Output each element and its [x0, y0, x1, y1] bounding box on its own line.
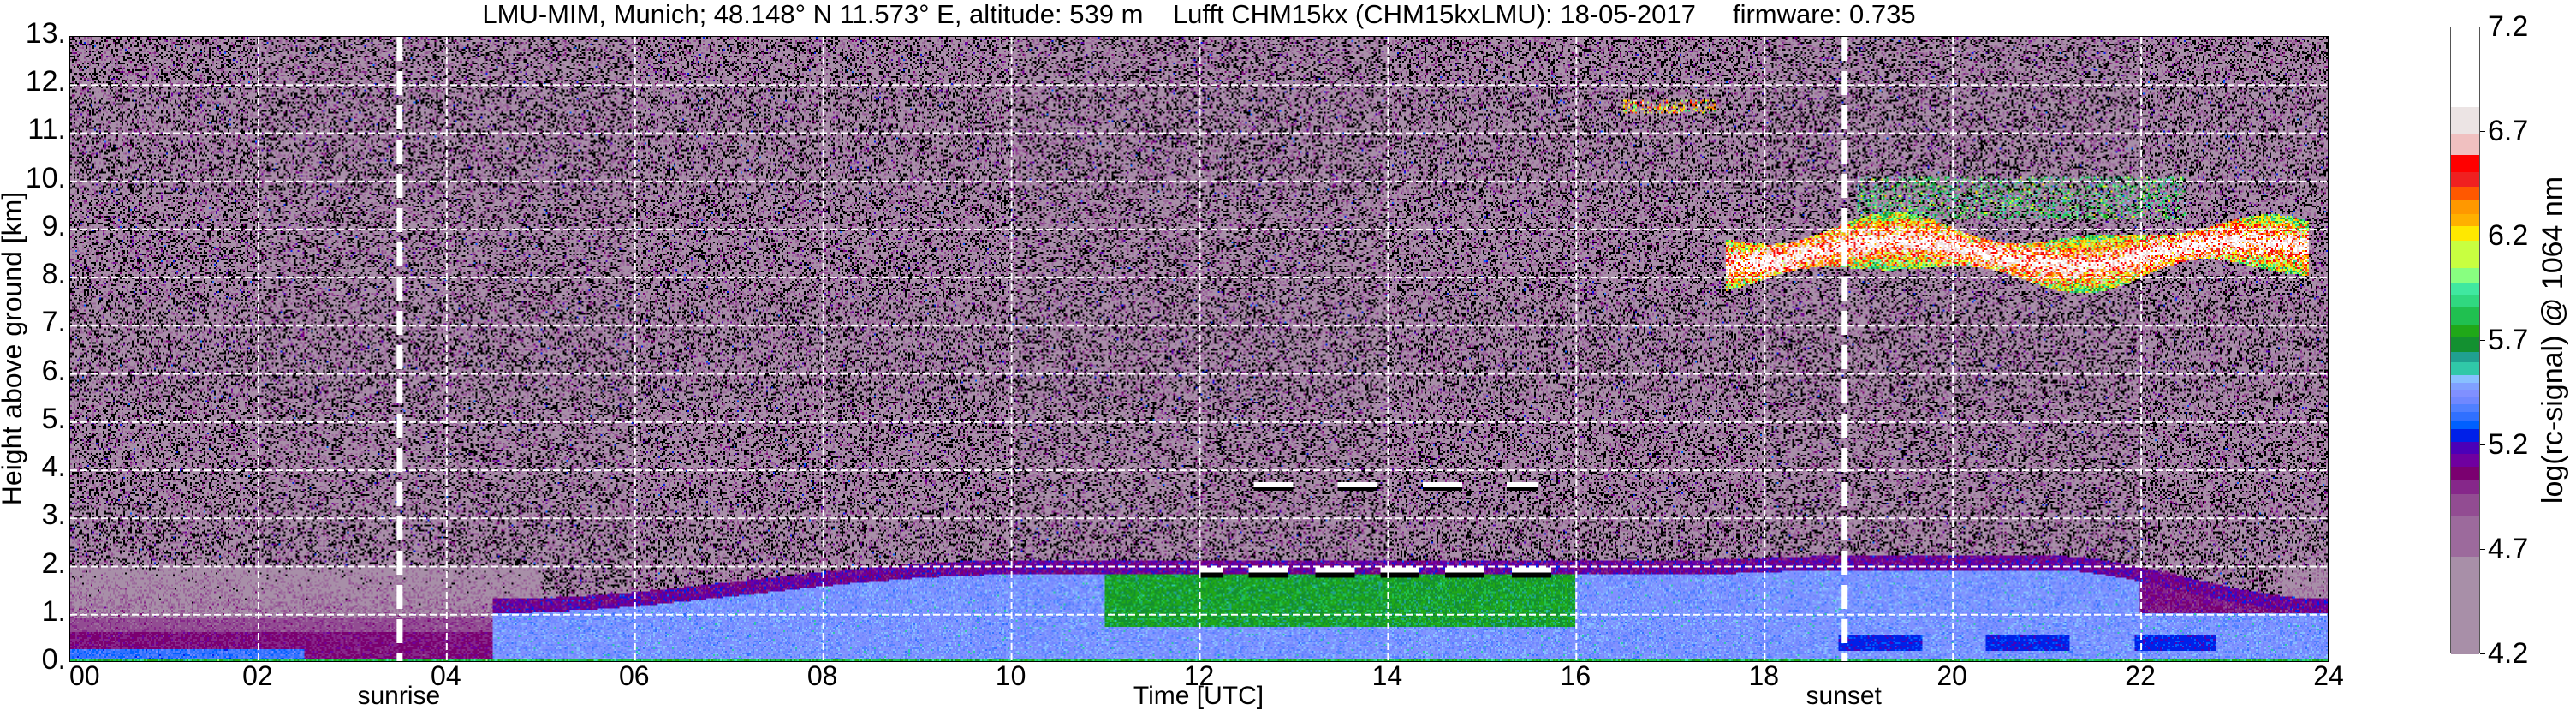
colorbar-segment: [2451, 171, 2479, 187]
grid-overlay: [70, 37, 2328, 661]
colorbar-segment: [2451, 397, 2479, 404]
colorbar-segment: [2451, 307, 2479, 325]
y-tick-label: 11.: [27, 113, 66, 146]
x-tick-label: 00: [69, 660, 100, 691]
y-tick-label: 12.: [25, 65, 66, 98]
colorbar-tick-label: 5.7: [2488, 324, 2529, 356]
colorbar-segment: [2451, 27, 2479, 108]
x-tick-label: 20: [1936, 660, 1967, 691]
colorbar-segment: [2451, 411, 2479, 421]
colorbar-tick-label: 4.2: [2488, 637, 2529, 670]
y-tick-label: 10.: [25, 161, 66, 194]
colorbar-segment: [2451, 213, 2479, 227]
x-tick-label: 16: [1560, 660, 1591, 691]
colorbar-segment: [2451, 374, 2479, 384]
colorbar-segment: [2451, 351, 2479, 362]
colorbar-segment: [2451, 324, 2479, 337]
x-tick-label: 08: [806, 660, 838, 691]
colorbar-segment: [2451, 403, 2479, 413]
x-tick-label: 14: [1371, 660, 1403, 691]
colorbar-segment: [2451, 337, 2479, 352]
y-axis-label: Height above ground [km]: [0, 191, 27, 506]
sunrise-label: sunrise: [357, 682, 441, 710]
colorbar-tick: [2480, 653, 2485, 654]
colorbar-segment: [2451, 186, 2479, 200]
colorbar-segment: [2451, 225, 2479, 242]
chart-title: LMU-MIM, Munich; 48.148° N 11.573° E, al…: [482, 0, 1916, 29]
colorbar-segment: [2451, 453, 2479, 467]
y-tick-label: 6.: [41, 354, 66, 387]
colorbar-tick-label: 5.2: [2488, 428, 2529, 461]
colorbar-segment: [2451, 428, 2479, 442]
sunset-label: sunset: [1806, 682, 1882, 710]
colorbar-tick-label: 6.7: [2488, 115, 2529, 147]
colorbar-segment: [2451, 154, 2479, 172]
y-tick-label: 4.: [41, 450, 66, 484]
colorbar-segment: [2451, 389, 2479, 398]
colorbar-segment: [2451, 240, 2479, 269]
colorbar-segment: [2451, 493, 2479, 517]
plot-area: [69, 36, 2329, 662]
x-tick-label: 12: [1183, 660, 1215, 691]
y-tick-label: 0.: [41, 643, 66, 676]
y-tick-label: 13.: [25, 17, 66, 50]
y-tick-label: 5.: [41, 402, 66, 435]
colorbar-segment: [2451, 516, 2479, 557]
colorbar-label: log(rc-signal) @ 1064 nm: [2537, 176, 2569, 504]
colorbar-segment: [2451, 382, 2479, 390]
x-tick-label: 02: [242, 660, 273, 691]
colorbar-tick-label: 4.7: [2488, 533, 2529, 565]
colorbar-segment: [2451, 134, 2479, 156]
y-tick-label: 1.: [41, 594, 66, 628]
colorbar-segment: [2451, 466, 2479, 480]
y-tick-label: 3.: [41, 498, 66, 532]
colorbar-segment: [2451, 420, 2479, 429]
colorbar-segment: [2451, 199, 2479, 214]
colorbar-segment: [2451, 295, 2479, 308]
colorbar-segment: [2451, 106, 2479, 134]
y-tick-label: 7.: [41, 306, 66, 339]
x-tick-label: 06: [618, 660, 650, 691]
colorbar-tick: [2480, 444, 2485, 445]
colorbar-segment: [2451, 556, 2479, 655]
colorbar-tick: [2480, 340, 2485, 341]
x-tick-label: 18: [1748, 660, 1780, 691]
colorbar-tick-label: 7.2: [2488, 10, 2529, 43]
colorbar-segment: [2451, 282, 2479, 295]
x-tick-label: 10: [995, 660, 1026, 691]
x-tick-label: 24: [2313, 660, 2344, 691]
colorbar-segment: [2451, 361, 2479, 375]
colorbar: [2450, 27, 2480, 655]
y-tick-label: 9.: [41, 209, 66, 242]
y-tick-label: 8.: [41, 258, 66, 291]
colorbar-tick: [2480, 549, 2485, 550]
x-axis-label: Time [UTC]: [1133, 682, 1264, 710]
colorbar-segment: [2451, 441, 2479, 455]
colorbar-segment: [2451, 267, 2479, 283]
y-tick-label: 2.: [41, 546, 66, 580]
colorbar-tick: [2480, 131, 2485, 132]
x-tick-label: 22: [2125, 660, 2156, 691]
colorbar-tick-label: 6.2: [2488, 219, 2529, 252]
colorbar-segment: [2451, 479, 2479, 494]
x-tick-label: 04: [431, 660, 461, 691]
